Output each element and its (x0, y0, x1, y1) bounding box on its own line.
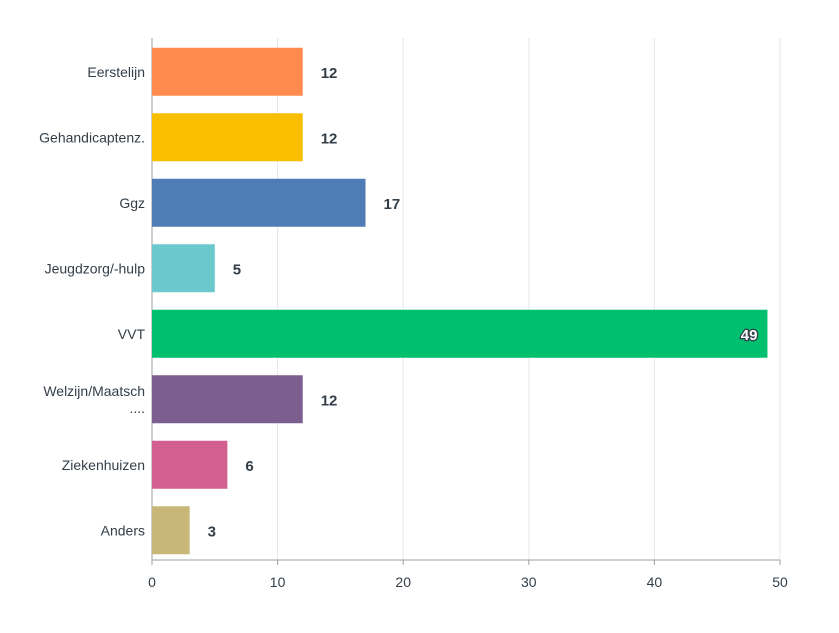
data-label: 12 (321, 392, 338, 409)
tick-label: 50 (772, 574, 788, 590)
bar (152, 178, 366, 227)
category-label: Eerstelijn (87, 64, 145, 80)
bar (152, 375, 303, 424)
category-label: Gehandicaptenz. (39, 129, 145, 145)
category-label: Ziekenhuizen (62, 457, 145, 473)
tick-label: 10 (270, 574, 286, 590)
tick-label: 40 (647, 574, 663, 590)
category-labels: Eerstelijn Gehandicaptenz. Ggz Jeugdzorg/-h… (39, 64, 145, 539)
bar (152, 113, 303, 162)
data-label: 6 (245, 458, 253, 475)
data-label: 12 (321, 65, 338, 82)
bar (152, 47, 303, 96)
bar (152, 506, 190, 555)
x-axis-ticks: 0 10 20 30 40 50 (148, 560, 788, 590)
bar (152, 309, 768, 358)
data-label: 3 (208, 523, 216, 540)
category-label: Anders (101, 522, 145, 538)
data-label: 49 (741, 327, 758, 344)
bar (152, 440, 228, 489)
data-label: 17 (384, 196, 401, 213)
category-label: Welzijn/Maatsch.... (43, 383, 145, 416)
value-labels: 12 12 17 5 49 12 6 3 (208, 65, 759, 541)
category-label: Ggz (119, 195, 145, 211)
data-label: 12 (321, 130, 338, 147)
tick-label: 30 (521, 574, 537, 590)
data-label: 5 (233, 261, 241, 278)
bar (152, 244, 215, 293)
bars (152, 47, 768, 555)
category-label: VVT (118, 326, 146, 342)
tick-label: 20 (395, 574, 411, 590)
category-label: Jeugdzorg/-hulp (45, 260, 146, 276)
tick-label: 0 (148, 574, 156, 590)
